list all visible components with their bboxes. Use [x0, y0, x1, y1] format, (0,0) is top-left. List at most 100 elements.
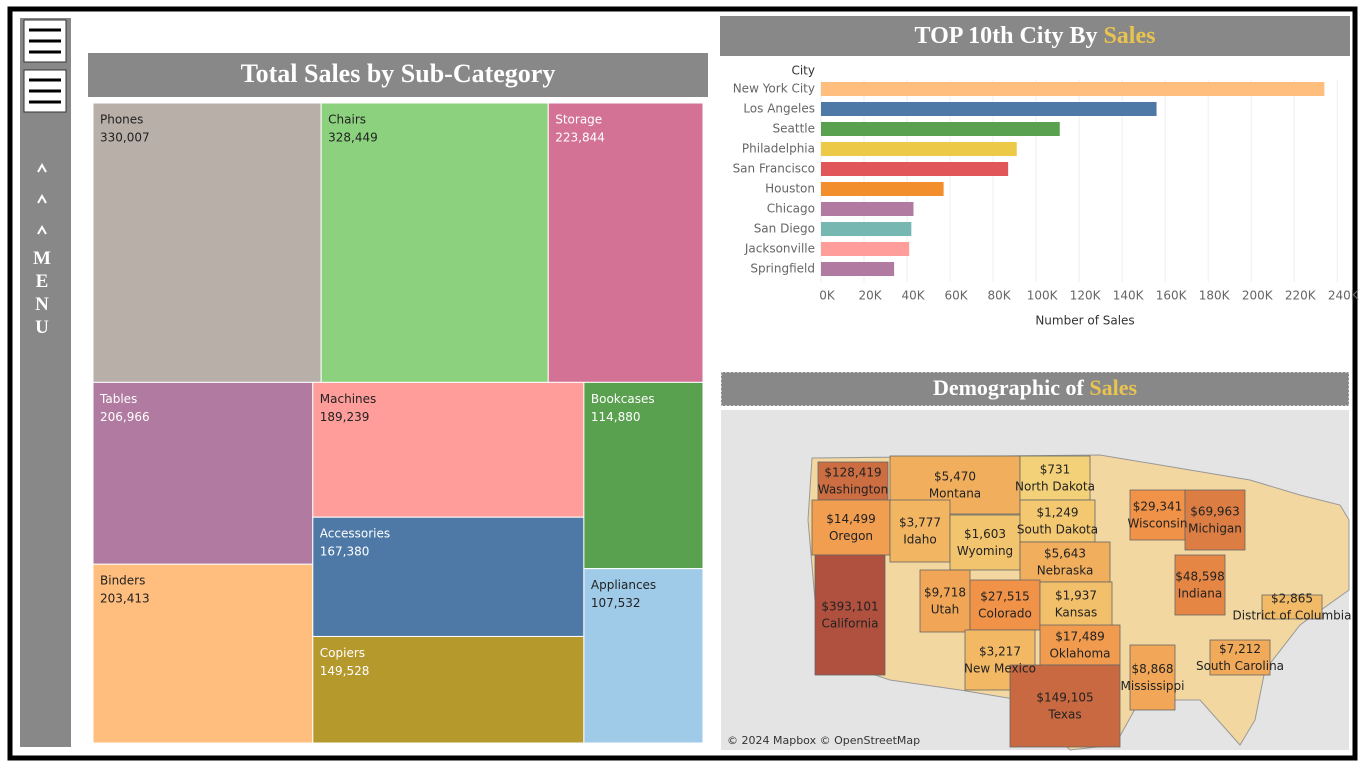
cell-value: 107,532	[591, 596, 641, 610]
treemap-cell	[92, 381, 314, 565]
treemap-cell	[92, 102, 322, 383]
cell-label: Machines	[320, 392, 376, 406]
state	[889, 499, 951, 563]
x-tick-label: 80K	[988, 289, 1012, 303]
y-tick-label: Seattle	[773, 122, 815, 136]
cell-label: Chairs	[328, 113, 366, 127]
state-name: Nebraska	[1037, 564, 1094, 578]
cell-label: Copiers	[320, 646, 365, 660]
state	[814, 554, 886, 676]
state-name: California	[822, 617, 879, 631]
treemap-cell	[92, 563, 314, 744]
y-tick-label: Philadelphia	[742, 142, 815, 156]
cell-value: 203,413	[100, 592, 150, 606]
state-name: Oklahoma	[1049, 647, 1110, 661]
state-name: South Dakota	[1017, 523, 1098, 537]
cell-value: 189,239	[320, 410, 370, 424]
state-value: $5,470	[934, 470, 976, 484]
state	[1129, 644, 1176, 711]
state	[1039, 581, 1113, 627]
state	[1009, 664, 1121, 748]
state-value: $2,865	[1271, 592, 1313, 606]
state-value: $69,963	[1190, 505, 1240, 519]
cell-label: Storage	[555, 113, 602, 127]
bar	[821, 82, 1325, 96]
treemap-cell	[312, 381, 585, 518]
state-value: $29,341	[1133, 500, 1183, 514]
state-name: District of Columbia	[1233, 609, 1352, 623]
y-tick-label: New York City	[733, 82, 815, 96]
state	[1184, 489, 1246, 551]
menu-button[interactable]	[23, 69, 67, 113]
treemap-cell	[583, 568, 704, 744]
y-tick-label: Springfield	[750, 262, 815, 276]
state-name: Wisconsin	[1128, 517, 1188, 531]
state	[1129, 489, 1186, 541]
x-tick-label: 160K	[1156, 289, 1188, 303]
state-value: $1,249	[1037, 506, 1079, 520]
title-bar	[88, 53, 708, 97]
state-value: $3,777	[899, 516, 941, 530]
state	[811, 499, 891, 556]
state-name: Montana	[929, 487, 981, 501]
attribution: © 2024 Mapbox © OpenStreetMap	[727, 734, 920, 747]
state-value: $128,419	[824, 466, 881, 480]
state-value: $149,105	[1036, 691, 1093, 705]
cell-value: 330,007	[100, 131, 150, 145]
state-name: New Mexico	[964, 662, 1036, 676]
state	[919, 569, 971, 633]
state-value: $7,212	[1219, 642, 1261, 656]
x-tick-label: 120K	[1070, 289, 1102, 303]
treemap-cell	[547, 102, 704, 383]
chart-title: TOP 10th City By Sales	[915, 23, 1156, 49]
x-tick-label: 220K	[1285, 289, 1317, 303]
y-tick-label: Chicago	[767, 202, 815, 216]
cell-label: Tables	[99, 392, 137, 406]
state-value: $9,718	[924, 586, 966, 600]
state-name: Texas	[1047, 708, 1081, 722]
state	[949, 514, 1021, 571]
cell-value: 167,380	[320, 545, 370, 559]
bar	[821, 142, 1017, 156]
bar	[821, 182, 944, 196]
state-name: Oregon	[829, 529, 873, 543]
treemap-cell	[312, 635, 585, 744]
state	[1209, 639, 1271, 676]
y-tick-label: San Francisco	[733, 162, 815, 176]
x-tick-label: 100K	[1027, 289, 1059, 303]
x-tick-label: 140K	[1113, 289, 1145, 303]
sidebar	[20, 18, 71, 747]
bar	[821, 202, 914, 216]
y-axis-label: City	[791, 64, 815, 78]
state	[1019, 455, 1091, 501]
state-name: Mississippi	[1121, 679, 1185, 693]
cell-label: Phones	[100, 113, 143, 127]
x-axis-label: Number of Sales	[1035, 314, 1134, 328]
cell-value: 149,528	[320, 664, 370, 678]
title-highlight: Sales	[1103, 23, 1155, 49]
bar	[821, 162, 1009, 176]
x-tick-label: 60K	[944, 289, 968, 303]
menu-button[interactable]	[23, 19, 67, 63]
state-value: $5,643	[1044, 547, 1086, 561]
state	[1261, 594, 1323, 620]
state-name: Kansas	[1055, 606, 1097, 620]
state-name: Michigan	[1188, 522, 1242, 536]
x-tick-label: 180K	[1199, 289, 1231, 303]
treemap-cell	[312, 516, 585, 637]
cell-label: Bookcases	[591, 392, 655, 406]
state-value: $1,603	[964, 527, 1006, 541]
y-tick-label: Los Angeles	[743, 102, 815, 116]
hamburger	[29, 78, 61, 104]
state	[1174, 554, 1226, 616]
state	[1019, 499, 1096, 543]
title-bar	[720, 16, 1350, 56]
x-tick-label: 200K	[1242, 289, 1274, 303]
state	[1019, 541, 1111, 583]
title-highlight: Sales	[1089, 375, 1137, 400]
chart-title: Total Sales by Sub-Category	[241, 59, 556, 88]
state-name: Idaho	[903, 533, 936, 547]
bar	[821, 102, 1157, 116]
state-value: $27,515	[980, 590, 1030, 604]
